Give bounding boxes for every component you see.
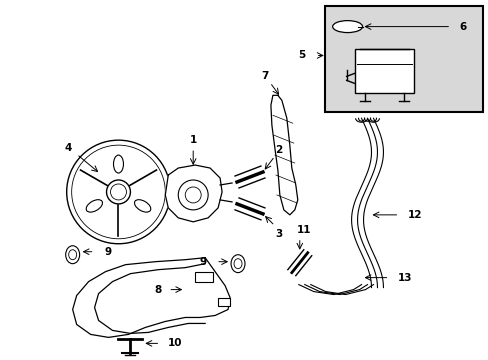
Text: 1: 1 <box>189 135 197 145</box>
Text: 6: 6 <box>458 22 466 32</box>
Ellipse shape <box>332 21 362 32</box>
Text: 7: 7 <box>261 71 268 81</box>
Polygon shape <box>270 95 297 215</box>
Polygon shape <box>73 258 229 337</box>
Circle shape <box>106 180 130 204</box>
Bar <box>195 272 213 282</box>
Text: 11: 11 <box>296 225 310 235</box>
Text: 3: 3 <box>275 229 282 239</box>
Bar <box>354 49 413 93</box>
Circle shape <box>72 145 165 239</box>
Ellipse shape <box>230 255 244 273</box>
Text: 9: 9 <box>199 257 206 267</box>
Text: 9: 9 <box>104 247 111 257</box>
Text: 13: 13 <box>397 273 411 283</box>
Circle shape <box>110 184 126 200</box>
Bar <box>218 298 229 306</box>
Ellipse shape <box>86 200 102 212</box>
Ellipse shape <box>65 246 80 264</box>
Ellipse shape <box>134 200 150 212</box>
Polygon shape <box>165 165 222 222</box>
Ellipse shape <box>68 250 77 260</box>
Circle shape <box>178 180 208 210</box>
Ellipse shape <box>234 259 242 269</box>
Text: 10: 10 <box>168 338 183 348</box>
Text: 12: 12 <box>407 210 421 220</box>
Circle shape <box>185 187 201 203</box>
Text: 2: 2 <box>275 145 282 155</box>
Ellipse shape <box>113 155 123 173</box>
Text: 5: 5 <box>298 50 305 60</box>
Text: 4: 4 <box>65 143 72 153</box>
Text: 8: 8 <box>154 284 162 294</box>
Circle shape <box>66 140 170 244</box>
Bar <box>324 6 482 112</box>
